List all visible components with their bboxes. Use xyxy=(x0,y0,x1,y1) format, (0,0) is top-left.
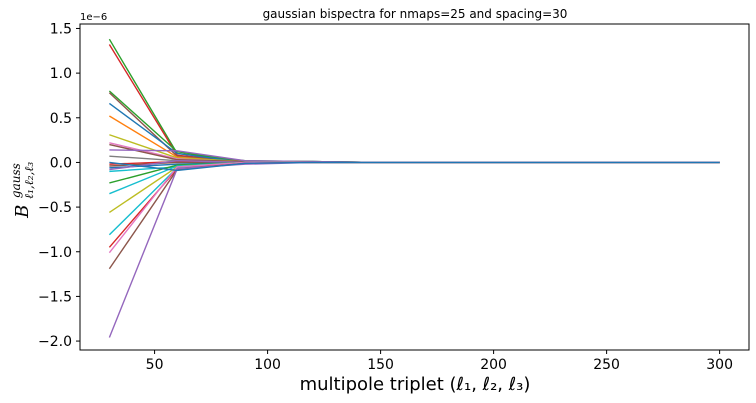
x-tick-label: 300 xyxy=(706,357,733,373)
series-line-8 xyxy=(109,142,720,164)
series-line-20 xyxy=(108,161,720,236)
series-line-22 xyxy=(108,161,720,254)
series-line-2 xyxy=(108,44,720,164)
y-tick-label: 1.5 xyxy=(50,21,72,37)
y-tick-label: −2.0 xyxy=(38,334,72,350)
series-line-24 xyxy=(108,161,720,338)
y-offset-label: 1e−6 xyxy=(80,12,107,23)
y-axis-ticks: −2.0 −1.5 −1.0 −0.5 0.0 0.5 1.0 1.5 xyxy=(38,21,80,350)
x-axis-ticks: 50 100 150 200 250 300 xyxy=(146,350,733,373)
chart-title: gaussian bispectra for nmaps=25 and spac… xyxy=(263,7,568,21)
series-line-21 xyxy=(108,161,720,248)
y-axis-label-subscript: ℓ₁,ℓ₂,ℓ₃ xyxy=(22,162,36,199)
y-tick-label: 1.0 xyxy=(50,66,72,82)
series-line-1 xyxy=(108,38,720,164)
y-tick-label: 0.5 xyxy=(50,111,72,127)
plot-frame xyxy=(79,23,750,351)
y-tick-label: −1.5 xyxy=(38,289,72,305)
series-line-19 xyxy=(108,161,720,214)
x-tick-label: 150 xyxy=(367,357,394,373)
x-tick-label: 200 xyxy=(480,357,507,373)
series-line-3 xyxy=(108,90,720,164)
y-tick-label: −0.5 xyxy=(38,200,72,216)
y-tick-label: −1.0 xyxy=(38,245,72,261)
x-tick-label: 100 xyxy=(254,357,281,373)
y-axis-label: B ℓ₁,ℓ₂,ℓ₃ gauss xyxy=(9,156,38,219)
series-line-25 xyxy=(109,161,720,172)
y-tick-label: 0.0 xyxy=(50,155,72,171)
series-line-23 xyxy=(108,161,720,270)
series-line-4 xyxy=(108,92,720,164)
x-tick-label: 250 xyxy=(593,357,620,373)
y-axis-label-superscript: gauss xyxy=(9,163,23,198)
plot-lines xyxy=(108,38,720,338)
x-axis-label: multipole triplet (ℓ₁, ℓ₂, ℓ₃) xyxy=(300,374,531,395)
series-line-9 xyxy=(109,143,720,164)
y-axis-label-main: B xyxy=(12,205,33,219)
x-tick-label: 50 xyxy=(146,357,164,373)
